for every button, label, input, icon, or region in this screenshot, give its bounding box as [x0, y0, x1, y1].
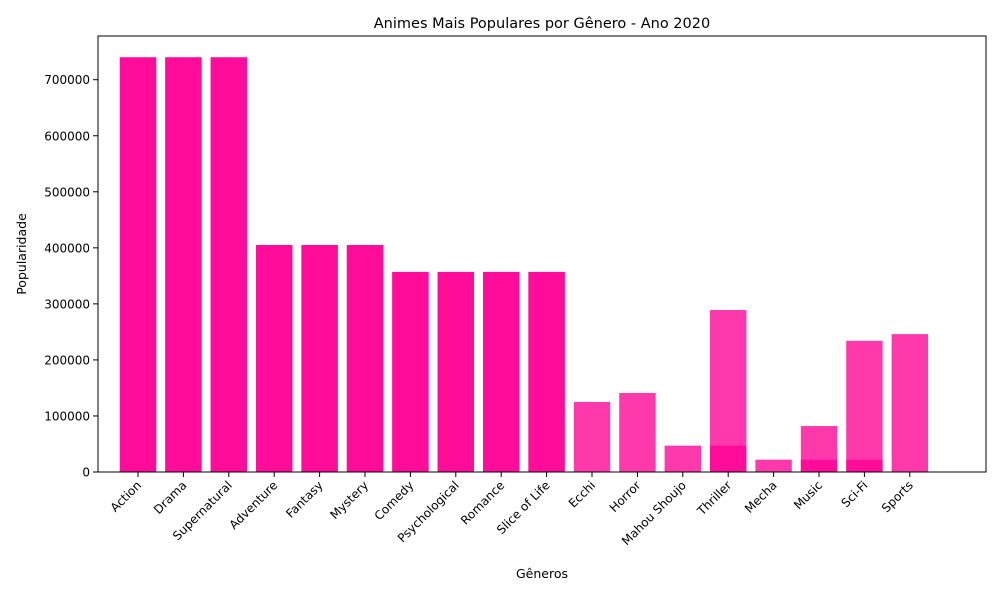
bar-psychological — [437, 271, 474, 472]
bar-adventure — [256, 245, 293, 472]
bar-action — [119, 57, 157, 473]
x-tick-label: Ecchi — [566, 478, 598, 510]
x-tick-label: Sports — [879, 478, 916, 515]
bar-mahou-shoujo — [664, 445, 701, 472]
y-tick-label: 0 — [82, 466, 90, 480]
bar-comedy — [392, 271, 429, 472]
x-tick-label: Comedy — [372, 478, 417, 523]
x-tick-label: Sci-Fi — [839, 478, 871, 510]
x-tick-label: Mystery — [327, 478, 371, 522]
y-tick-label: 300000 — [44, 297, 90, 311]
x-tick-label: Action — [108, 478, 144, 514]
bar-supernatural — [210, 57, 247, 473]
x-tick-label: Adventure — [227, 478, 281, 532]
y-tick-label: 500000 — [44, 185, 90, 199]
x-axis-label: Gêneros — [516, 566, 568, 581]
bars-layer — [119, 57, 928, 473]
y-tick-label: 200000 — [44, 353, 90, 367]
x-tick-label: Music — [791, 478, 825, 512]
bar-mystery — [346, 245, 384, 472]
bar-music — [800, 426, 838, 472]
bar-ecchi — [573, 401, 611, 472]
x-tick-label: Horror — [607, 478, 644, 515]
bar-drama — [165, 57, 202, 473]
bar-romance — [483, 271, 520, 472]
y-tick-label: 100000 — [44, 409, 90, 423]
bar-sports — [891, 334, 928, 472]
y-tick-label: 400000 — [44, 241, 90, 255]
chart-title: Animes Mais Populares por Gênero - Ano 2… — [374, 16, 710, 32]
y-axis-ticks: 0 100000 200000 300000 400000 500000 600000 700… — [44, 73, 98, 480]
x-tick-label: Fantasy — [283, 478, 326, 521]
bar-thriller — [710, 310, 747, 472]
bar-fantasy — [301, 245, 338, 472]
bar-mecha — [755, 459, 792, 472]
y-tick-label: 700000 — [44, 73, 90, 87]
y-tick-label: 600000 — [44, 129, 90, 143]
bar-slice-of-life — [528, 271, 565, 472]
x-tick-label: Thriller — [694, 478, 734, 518]
y-axis-label: Popularidade — [14, 213, 29, 295]
x-tick-label: Mecha — [742, 478, 780, 516]
bar-horror — [619, 392, 656, 472]
plot-frame — [97, 35, 987, 473]
bar-sci-fi — [846, 340, 883, 472]
x-tick-label: Drama — [151, 478, 190, 517]
